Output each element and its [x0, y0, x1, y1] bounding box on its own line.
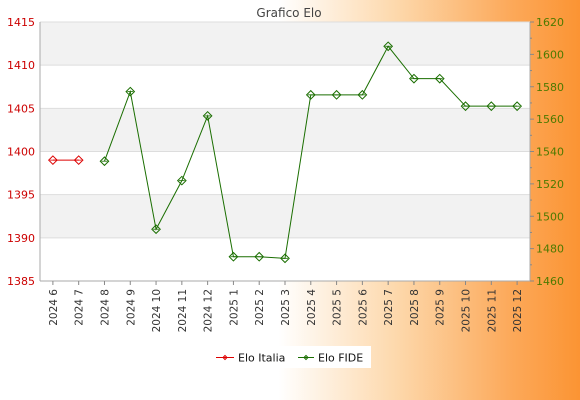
chart-title: Grafico Elo [256, 6, 321, 20]
right-tick-label-1600: 1600 [536, 48, 564, 61]
right-tick-label-1620: 1620 [536, 16, 564, 29]
x-tick-label-2025-3: 2025 3 [280, 289, 292, 326]
point-elo-fide-2025-3 [280, 253, 290, 264]
point-elo-fide-2025-1 [228, 251, 239, 262]
plot-band [40, 22, 530, 66]
x-tick-label-2025-11: 2025 11 [486, 289, 498, 332]
point-elo-fide-2025-7 [383, 41, 394, 52]
x-tick-label-2025-2: 2025 2 [254, 289, 266, 326]
point-elo-fide-2025-10 [460, 101, 471, 112]
left-tick-label-1385: 1385 [7, 275, 35, 288]
right-tick-label-1500: 1500 [536, 210, 564, 223]
x-axis-ticks: 2024 6 2024 7 2024 8 2024 9 2024 10 2024 11 20… [48, 281, 524, 332]
right-tick-label-1540: 1540 [536, 146, 564, 159]
x-tick-label-2024-8: 2024 8 [99, 289, 111, 326]
x-tick-label-2025-4: 2025 4 [306, 289, 318, 326]
right-tick-label-1480: 1480 [536, 243, 564, 256]
point-elo-fide-2025-2 [254, 251, 265, 262]
legend-marker-elo-fide [303, 354, 309, 361]
x-tick-label-2024-9: 2024 9 [125, 289, 137, 326]
point-elo-fide-2025-4 [305, 89, 316, 100]
right-tick-label-1560: 1560 [536, 113, 564, 126]
right-tick-label-1460: 1460 [536, 275, 564, 288]
plot-band [40, 237, 530, 281]
point-elo-fide-2025-9 [434, 73, 445, 84]
point-elo-fide-2025-8 [409, 73, 419, 84]
chart-legend: Elo Italia Elo FIDE [211, 346, 371, 368]
legend-item-elo-fide: Elo FIDE [298, 352, 363, 365]
plot-band [40, 108, 530, 152]
x-tick-label-2025-1: 2025 1 [228, 289, 240, 326]
point-elo-fide-2024-9 [125, 86, 136, 97]
x-tick-label-2025-8: 2025 8 [409, 289, 421, 326]
point-elo-fide-2024-11 [176, 175, 187, 186]
point-elo-fide-2024-12 [202, 110, 213, 121]
right-tick-label-1520: 1520 [536, 178, 564, 191]
point-elo-italia-2024-7 [73, 155, 84, 166]
legend-label-elo-italia: Elo Italia [238, 352, 285, 365]
legend-marker-elo-italia [222, 354, 228, 361]
plot-bands [40, 22, 530, 281]
point-elo-fide-2025-12 [512, 101, 523, 112]
legend-label-elo-fide: Elo FIDE [318, 352, 363, 365]
right-tick-label-1580: 1580 [536, 81, 564, 94]
x-tick-label-2025-5: 2025 5 [332, 289, 344, 326]
plot-band [40, 151, 530, 195]
point-elo-fide-2024-10 [151, 224, 161, 235]
x-tick-label-2024-6: 2024 6 [48, 289, 60, 326]
left-axis-ticks: 1385 1390 1395 1400 1405 1410 1415 [7, 16, 35, 288]
point-elo-fide-2024-8 [99, 156, 110, 167]
legend-box [211, 346, 371, 368]
point-elo-fide-2025-6 [357, 89, 368, 100]
x-tick-label-2024-12: 2024 12 [203, 289, 215, 332]
legend-item-elo-italia: Elo Italia [216, 352, 285, 365]
left-tick-label-1390: 1390 [7, 232, 35, 245]
point-elo-italia-2024-6 [47, 155, 58, 166]
point-elo-fide-2025-11 [486, 101, 497, 112]
x-tick-label-2024-11: 2024 11 [177, 289, 189, 332]
x-tick-label-2024-10: 2024 10 [151, 289, 163, 332]
series-markers [47, 41, 523, 264]
plot-band [40, 194, 530, 238]
left-tick-label-1405: 1405 [7, 102, 35, 115]
x-tick-label-2025-12: 2025 12 [512, 289, 524, 332]
right-axis-ticks: 1460 1480 1500 1520 1540 1560 1580 1600 1620 [530, 16, 564, 288]
left-tick-label-1415: 1415 [7, 16, 35, 29]
x-tick-label-2025-10: 2025 10 [461, 289, 473, 332]
x-tick-label-2025-9: 2025 9 [435, 289, 447, 326]
plot-band [40, 65, 530, 109]
point-elo-fide-2025-5 [331, 89, 342, 100]
left-tick-label-1410: 1410 [7, 59, 35, 72]
left-tick-label-1395: 1395 [7, 189, 35, 202]
x-tick-label-2024-7: 2024 7 [74, 289, 86, 326]
left-tick-label-1400: 1400 [7, 146, 35, 159]
x-tick-label-2025-7: 2025 7 [383, 289, 395, 326]
x-tick-label-2025-6: 2025 6 [357, 289, 369, 326]
